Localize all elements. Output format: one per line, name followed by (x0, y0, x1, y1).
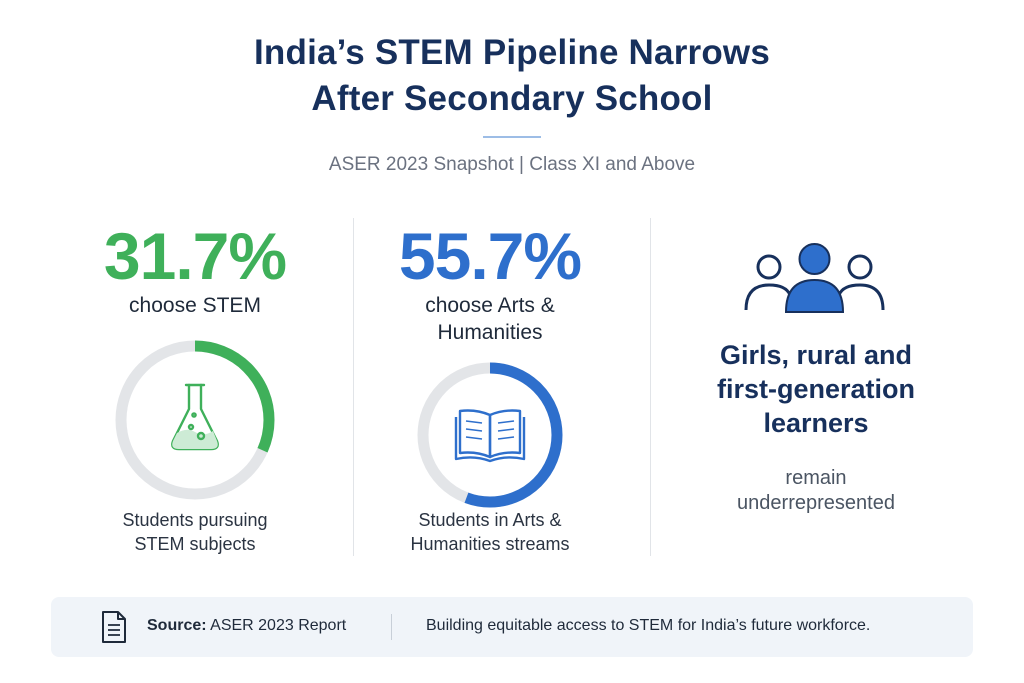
highlight-sub-line-2: underrepresented (737, 492, 895, 514)
open-book-icon (454, 409, 526, 463)
arts-donut-arc (417, 362, 563, 508)
footer-source-value: ASER 2023 Report (210, 617, 347, 634)
document-icon (102, 611, 126, 643)
stem-caption-line-1: Students pursuing (122, 510, 268, 530)
highlight-line-3: learners (763, 408, 869, 438)
highlight-sub-line-1: remain (785, 467, 847, 489)
stem-label: choose STEM (129, 294, 261, 317)
arts-label-line-2: Humanities (437, 321, 543, 344)
highlight-heading: Girls, rural and first-generation learne… (666, 338, 966, 440)
arts-label: choose Arts & Humanities (340, 292, 640, 346)
arts-percentage: 55.7% (398, 219, 582, 293)
people-group-icon (744, 243, 885, 313)
highlight-line-1: Girls, rural and (719, 340, 913, 370)
stem-caption-line-2: STEM subjects (134, 534, 256, 554)
page-title: India’s STEM Pipeline Narrows After Seco… (0, 30, 1024, 122)
title-line-1: India’s STEM Pipeline Narrows (253, 33, 771, 72)
arts-label-line-1: choose Arts & (425, 294, 555, 317)
footer-source: Source: ASER 2023 Report (147, 617, 346, 635)
highlight-line-2: first-generation (716, 374, 916, 404)
stem-caption: Students pursuing STEM subjects (45, 508, 345, 556)
column-divider-2 (650, 218, 651, 556)
stem-donut-arc (115, 340, 275, 500)
column-divider-1 (353, 218, 354, 556)
arts-caption: Students in Arts & Humanities streams (340, 508, 640, 556)
arts-caption-line-2: Humanities streams (410, 534, 570, 554)
title-line-2: After Secondary School (311, 79, 713, 118)
arts-caption-line-1: Students in Arts & (418, 510, 562, 530)
highlight-subtext: remain underrepresented (666, 466, 966, 516)
flask-icon (171, 383, 219, 451)
footer-separator (391, 614, 392, 640)
title-underline (483, 136, 541, 138)
footer-source-label: Source: (147, 617, 207, 634)
stem-percentage: 31.7% (103, 219, 287, 293)
stem-donut (115, 340, 275, 500)
subtitle: ASER 2023 Snapshot | Class XI and Above (328, 154, 696, 175)
arts-donut (417, 362, 563, 508)
footer-note: Building equitable access to STEM for In… (426, 617, 871, 634)
footer-bar: Source: ASER 2023 Report Building equita… (51, 597, 973, 657)
